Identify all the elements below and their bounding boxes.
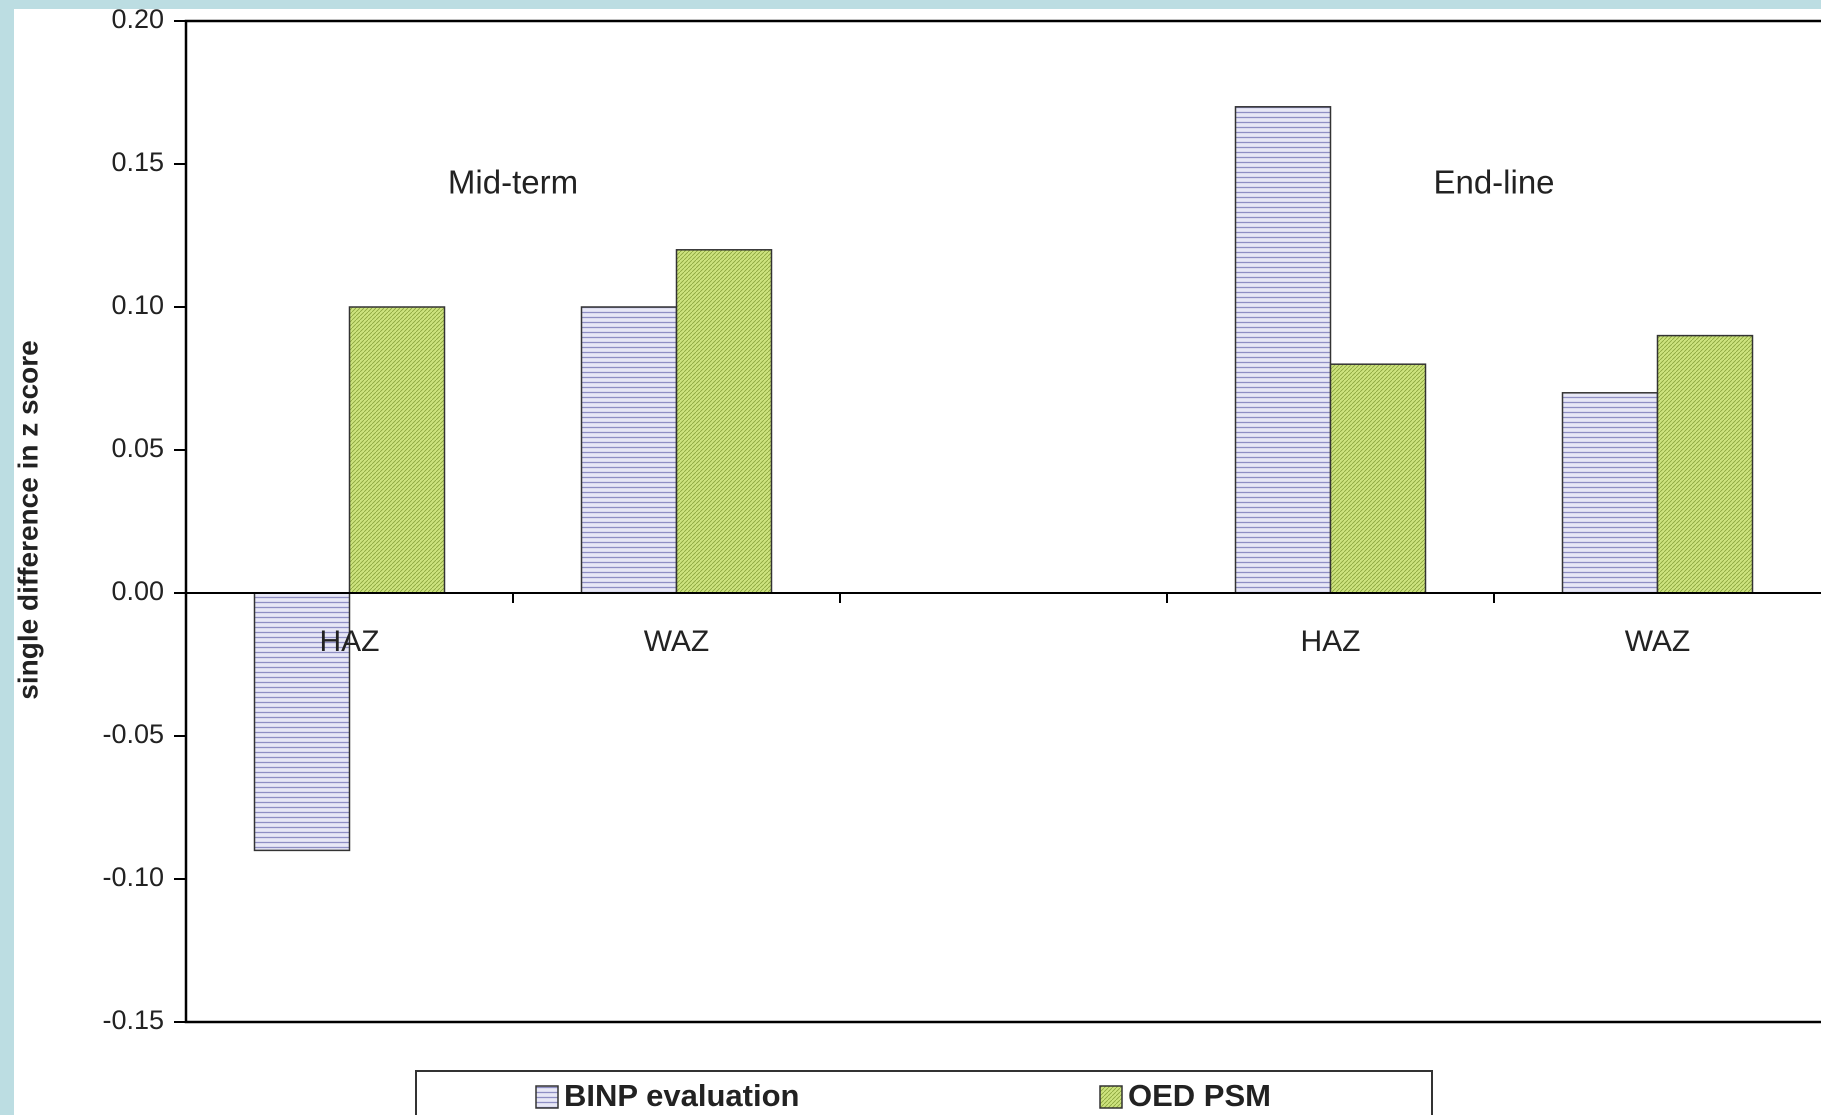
- bar-hatch: [348, 306, 446, 594]
- bar-hatch: [1234, 106, 1332, 594]
- bar-hatch: [1329, 363, 1427, 594]
- y-tick-label: -0.05: [102, 719, 164, 749]
- y-axis-label: single difference in z score: [12, 340, 43, 699]
- y-tick-label: 0.05: [111, 433, 164, 463]
- y-tick-label: -0.10: [102, 862, 164, 892]
- legend-box: [415, 1070, 1433, 1115]
- y-tick-label: 0.15: [111, 147, 164, 177]
- bar-hatch: [580, 306, 678, 594]
- annotation: Mid-term: [448, 164, 578, 201]
- y-tick-label: 0.20: [111, 4, 164, 34]
- legend-label: BINP evaluation: [564, 1078, 799, 1113]
- legend-label: OED PSM: [1128, 1078, 1271, 1113]
- bar-hatch: [1656, 334, 1754, 594]
- plot-area: [184, 19, 1821, 1024]
- annotation: End-line: [1433, 164, 1554, 201]
- y-tick-label: -0.15: [102, 1005, 164, 1035]
- bar-hatch: [1561, 392, 1659, 594]
- y-tick-label: 0.10: [111, 290, 164, 320]
- legend-swatch-hatch: [535, 1085, 559, 1109]
- bar-hatch: [675, 249, 773, 594]
- legend-swatch-hatch: [1099, 1085, 1123, 1109]
- x-tick-label: HAZ: [320, 625, 380, 658]
- bar-hatch: [253, 592, 351, 852]
- x-tick-label: WAZ: [644, 625, 710, 658]
- y-tick-label: 0.00: [111, 576, 164, 606]
- x-tick-label: HAZ: [1301, 625, 1361, 658]
- x-tick-label: WAZ: [1625, 625, 1691, 658]
